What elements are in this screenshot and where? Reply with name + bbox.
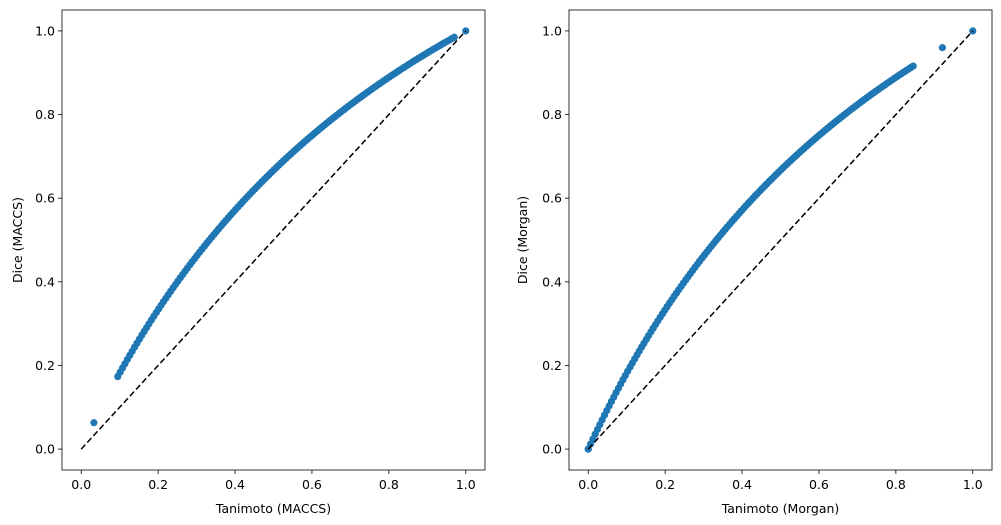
left-x-tick-label: 0.4 bbox=[225, 477, 245, 492]
left-scatter-panel: 0.0 0.2 0.4 0.6 0.8 1.0 0.0 0.2 0.4 0.6 0.8 1.0 Ta… bbox=[10, 9, 486, 516]
right-x-tick-label: 0.8 bbox=[886, 477, 906, 492]
right-y-ticks: 0.0 0.2 0.4 0.6 0.8 1.0 bbox=[542, 23, 569, 457]
left-data-points bbox=[90, 27, 470, 427]
left-y-axis-label: Dice (MACCS) bbox=[10, 197, 25, 283]
right-y-tick-label: 0.4 bbox=[542, 274, 562, 289]
right-y-axis-label: Dice (Morgan) bbox=[515, 196, 530, 284]
right-y-tick-label: 0.8 bbox=[542, 107, 562, 122]
left-y-tick-label: 0.8 bbox=[35, 107, 55, 122]
left-y-tick-label: 0.6 bbox=[35, 191, 55, 206]
left-y-tick-label: 0.2 bbox=[35, 358, 55, 373]
right-x-tick-label: 0.6 bbox=[809, 477, 829, 492]
right-data-point bbox=[909, 62, 917, 70]
left-x-tick-label: 0.2 bbox=[148, 477, 168, 492]
left-plot-frame bbox=[61, 9, 486, 471]
right-x-ticks: 0.0 0.2 0.4 0.6 0.8 1.0 bbox=[578, 470, 983, 492]
right-data-points bbox=[584, 27, 977, 453]
right-y-tick-label: 0.2 bbox=[542, 358, 562, 373]
left-y-ticks: 0.0 0.2 0.4 0.6 0.8 1.0 bbox=[35, 23, 62, 457]
right-x-tick-label: 1.0 bbox=[963, 477, 983, 492]
left-y-tick-label: 1.0 bbox=[35, 23, 55, 38]
left-data-point bbox=[90, 419, 98, 427]
left-y-tick-label: 0.4 bbox=[35, 274, 55, 289]
right-reference-line bbox=[587, 30, 974, 450]
right-plot-frame bbox=[568, 9, 993, 471]
right-x-tick-label: 0.4 bbox=[732, 477, 752, 492]
right-data-point bbox=[938, 44, 946, 52]
right-x-tick-label: 0.0 bbox=[578, 477, 598, 492]
left-reference-line bbox=[80, 30, 467, 450]
left-y-tick-label: 0.0 bbox=[35, 442, 55, 457]
left-x-ticks: 0.0 0.2 0.4 0.6 0.8 1.0 bbox=[71, 470, 476, 492]
right-y-tick-label: 0.0 bbox=[542, 442, 562, 457]
left-data-point bbox=[450, 33, 458, 41]
left-x-tick-label: 0.8 bbox=[379, 477, 399, 492]
left-x-tick-label: 0.0 bbox=[71, 477, 91, 492]
right-y-tick-label: 0.6 bbox=[542, 191, 562, 206]
right-scatter-panel: 0.0 0.2 0.4 0.6 0.8 1.0 0.0 0.2 0.4 0.6 0.8 1.0 Ta… bbox=[515, 9, 993, 516]
left-x-tick-label: 0.6 bbox=[302, 477, 322, 492]
right-x-axis-label: Tanimoto (Morgan) bbox=[721, 501, 840, 516]
right-y-tick-label: 1.0 bbox=[542, 23, 562, 38]
left-x-tick-label: 1.0 bbox=[456, 477, 476, 492]
right-x-tick-label: 0.2 bbox=[655, 477, 675, 492]
left-x-axis-label: Tanimoto (MACCS) bbox=[215, 501, 331, 516]
